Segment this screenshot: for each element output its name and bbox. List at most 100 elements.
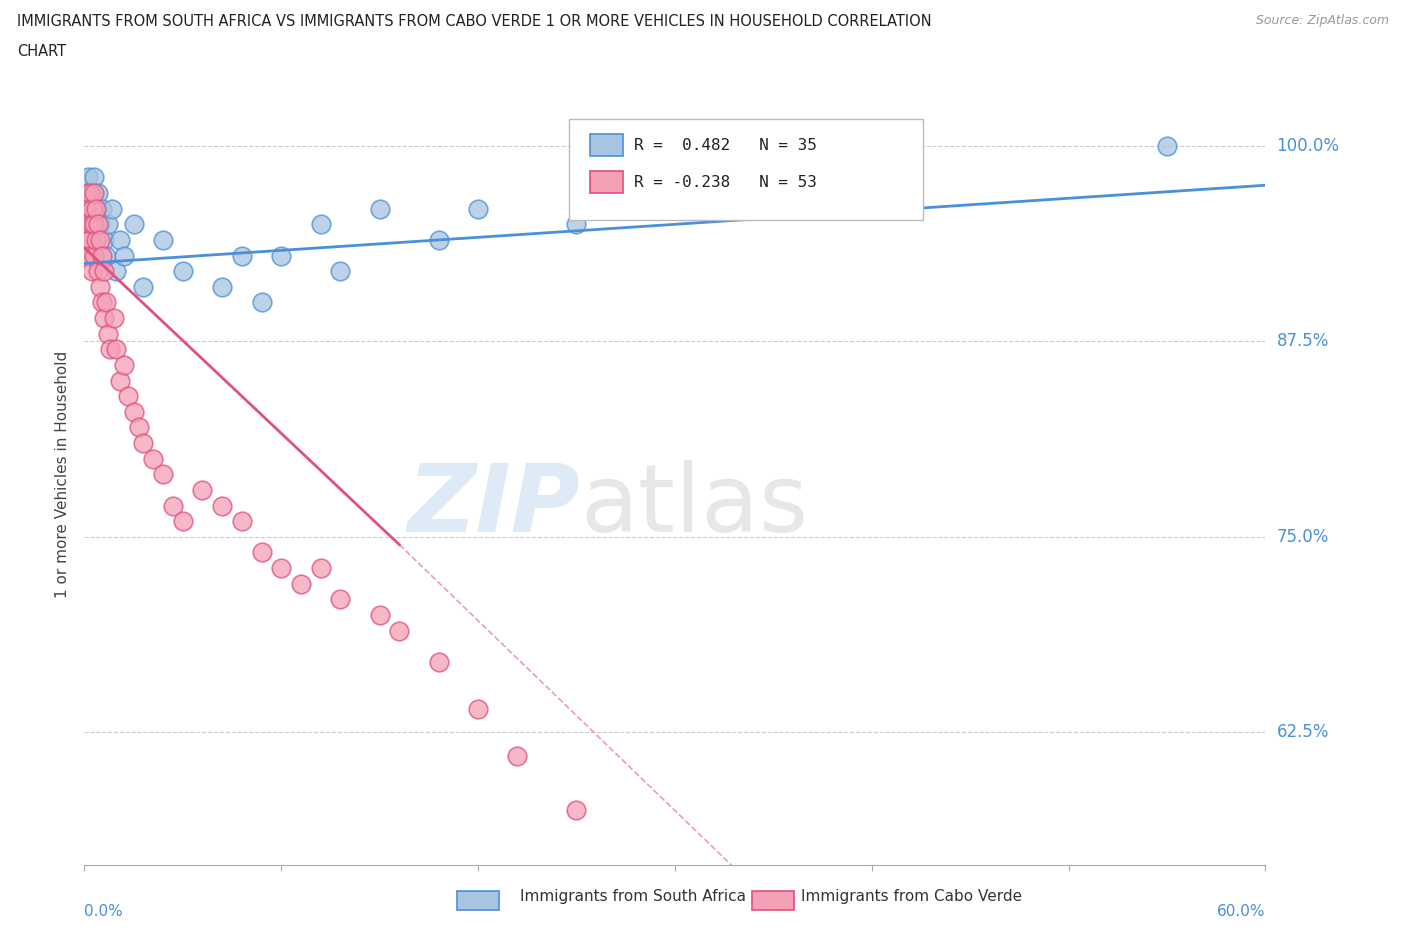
Point — [83, 170, 105, 185]
Point — [83, 248, 105, 263]
Point — [89, 232, 111, 247]
Point — [427, 655, 450, 670]
Point — [77, 170, 100, 185]
Point — [97, 326, 120, 341]
Point — [250, 295, 273, 310]
Point — [104, 342, 127, 357]
Point — [172, 513, 194, 528]
Point — [142, 451, 165, 466]
Point — [75, 201, 97, 216]
Point — [91, 248, 114, 263]
Point — [83, 217, 105, 232]
Point — [122, 217, 145, 232]
Point — [762, 186, 785, 201]
Text: Immigrants from Cabo Verde: Immigrants from Cabo Verde — [801, 889, 1022, 904]
Text: 75.0%: 75.0% — [1277, 528, 1329, 546]
Text: 60.0%: 60.0% — [1218, 904, 1265, 919]
Point — [79, 186, 101, 201]
Point — [108, 232, 131, 247]
Point — [103, 311, 125, 325]
Point — [89, 217, 111, 232]
Point — [82, 186, 104, 201]
Text: R = -0.238   N = 53: R = -0.238 N = 53 — [634, 175, 817, 190]
Point — [211, 279, 233, 294]
Text: CHART: CHART — [17, 44, 66, 59]
Point — [101, 201, 124, 216]
Point — [132, 279, 155, 294]
Text: IMMIGRANTS FROM SOUTH AFRICA VS IMMIGRANTS FROM CABO VERDE 1 OR MORE VEHICLES IN: IMMIGRANTS FROM SOUTH AFRICA VS IMMIGRAN… — [17, 14, 932, 29]
Point — [152, 232, 174, 247]
Point — [329, 591, 352, 606]
Point — [83, 186, 105, 201]
Point — [309, 561, 332, 576]
Point — [467, 701, 489, 716]
Point — [128, 420, 150, 435]
Text: R =  0.482   N = 35: R = 0.482 N = 35 — [634, 138, 817, 153]
Point — [104, 264, 127, 279]
Point — [97, 217, 120, 232]
Point — [368, 607, 391, 622]
Text: 62.5%: 62.5% — [1277, 724, 1329, 741]
Point — [91, 201, 114, 216]
Point — [122, 405, 145, 419]
Point — [93, 311, 115, 325]
Point — [77, 232, 100, 247]
Point — [250, 545, 273, 560]
Point — [211, 498, 233, 513]
Point — [270, 561, 292, 576]
Point — [87, 264, 110, 279]
Y-axis label: 1 or more Vehicles in Household: 1 or more Vehicles in Household — [55, 351, 70, 598]
Bar — [591, 171, 623, 193]
Point — [75, 201, 97, 216]
Point — [427, 232, 450, 247]
Point — [98, 342, 121, 357]
Point — [93, 264, 115, 279]
Point — [82, 264, 104, 279]
Point — [87, 186, 110, 201]
Point — [1156, 139, 1178, 153]
Point — [368, 201, 391, 216]
Point — [94, 295, 117, 310]
Point — [117, 389, 139, 404]
Point — [112, 248, 135, 263]
Point — [565, 803, 588, 817]
Text: atlas: atlas — [581, 459, 808, 551]
Point — [152, 467, 174, 482]
Point — [329, 264, 352, 279]
Point — [77, 248, 100, 263]
Text: ZIP: ZIP — [408, 459, 581, 551]
Point — [79, 201, 101, 216]
Point — [108, 373, 131, 388]
Point — [506, 748, 529, 763]
Point — [132, 435, 155, 450]
Point — [231, 248, 253, 263]
Point — [79, 232, 101, 247]
Point — [172, 264, 194, 279]
Point — [84, 201, 107, 216]
Point — [388, 623, 411, 638]
Point — [231, 513, 253, 528]
Point — [93, 232, 115, 247]
Point — [79, 186, 101, 201]
Point — [162, 498, 184, 513]
Point — [82, 217, 104, 232]
Point — [467, 201, 489, 216]
Point — [94, 248, 117, 263]
Text: 0.0%: 0.0% — [84, 904, 124, 919]
Point — [309, 217, 332, 232]
Point — [84, 201, 107, 216]
Text: 87.5%: 87.5% — [1277, 333, 1329, 351]
Point — [89, 279, 111, 294]
Point — [91, 295, 114, 310]
Text: Immigrants from South Africa: Immigrants from South Africa — [520, 889, 747, 904]
Point — [87, 217, 110, 232]
Point — [84, 232, 107, 247]
FancyBboxPatch shape — [568, 119, 922, 220]
Text: Source: ZipAtlas.com: Source: ZipAtlas.com — [1256, 14, 1389, 27]
Point — [565, 217, 588, 232]
Bar — [591, 135, 623, 156]
Point — [191, 483, 214, 498]
Point — [83, 217, 105, 232]
Point — [77, 217, 100, 232]
Point — [112, 357, 135, 372]
